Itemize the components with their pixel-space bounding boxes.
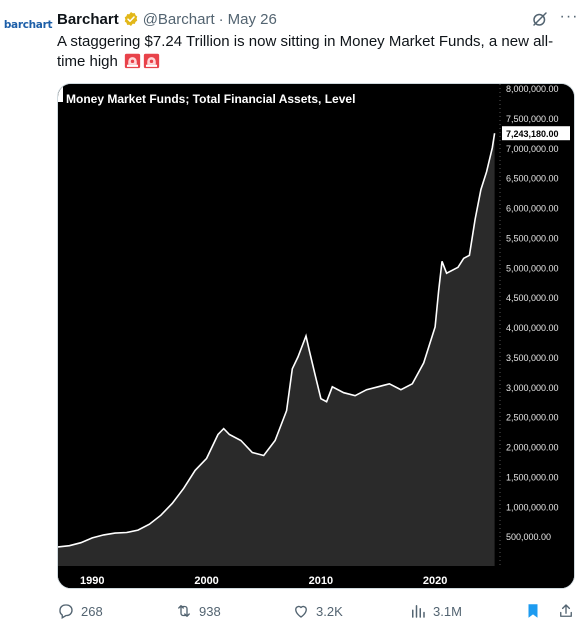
y-tick-label: 7,000,000.00: [506, 144, 559, 154]
series-line: [58, 133, 496, 548]
author-handle[interactable]: @Barchart: [142, 10, 215, 28]
chart-corner-mark: [58, 84, 63, 102]
like-button[interactable]: 3.2K: [292, 602, 343, 620]
y-tick-label: 6,500,000.00: [506, 174, 559, 184]
y-tick-label: 1,500,000.00: [506, 472, 559, 482]
separator-dot: ·: [218, 10, 224, 28]
chart-title: Money Market Funds; Total Financial Asse…: [66, 92, 355, 106]
last-value-tag: [502, 126, 570, 141]
rotating-light-icon: [124, 52, 141, 69]
share-button[interactable]: [557, 602, 581, 620]
views-icon: [412, 605, 425, 618]
tweet-actions: 268 938 3.2K 3.1M: [57, 600, 577, 622]
more-options-button[interactable]: ···: [559, 8, 579, 25]
y-tick-label: 7,500,000.00: [506, 114, 559, 124]
chart-image[interactable]: Money Market Funds; Total Financial Asse…: [57, 83, 575, 589]
tweet-body: A staggering $7.24 Trillion is now sitti…: [57, 32, 567, 72]
y-tick-label: 8,000,000.00: [506, 84, 559, 94]
y-tick-label: 5,500,000.00: [506, 233, 559, 243]
share-icon: [560, 604, 572, 617]
tweet-header: Barchart @Barchart · May 26: [57, 8, 575, 30]
tweet-date[interactable]: May 26: [227, 10, 277, 28]
x-axis-band: [58, 566, 574, 588]
x-tick-label: 2010: [309, 575, 333, 587]
y-tick-label: 2,500,000.00: [506, 413, 559, 423]
verified-badge-icon[interactable]: [123, 11, 139, 27]
series-area: [58, 133, 495, 566]
y-tick-label: 5,000,000.00: [506, 263, 559, 273]
chart-svg: Money Market Funds; Total Financial Asse…: [58, 84, 574, 588]
reply-icon: [59, 604, 73, 619]
repost-icon: [178, 605, 190, 617]
views-count: 3.1M: [433, 603, 462, 619]
x-tick-label: 2000: [194, 575, 218, 587]
y-tick-label: 4,000,000.00: [506, 323, 559, 333]
y-tick-label: 1,000,000.00: [506, 502, 559, 512]
y-tick-label: 2,000,000.00: [506, 443, 559, 453]
views-button[interactable]: 3.1M: [409, 602, 462, 620]
reply-count: 268: [81, 603, 103, 619]
avatar-logo-text: barchart: [3, 19, 53, 31]
repost-count: 938: [199, 603, 221, 619]
x-tick-label: 2020: [423, 575, 447, 587]
heart-icon: [295, 605, 307, 618]
like-count: 3.2K: [316, 603, 343, 619]
rotating-light-icon: [143, 52, 160, 69]
bookmark-icon: [528, 604, 538, 618]
last-value-label: 7,243,180.00: [506, 129, 559, 139]
y-tick-label: 4,500,000.00: [506, 293, 559, 303]
bookmark-button[interactable]: [524, 602, 548, 620]
avatar[interactable]: barchart: [3, 14, 53, 36]
tweet-text: A staggering $7.24 Trillion is now sitti…: [57, 33, 554, 70]
y-tick-label: 3,500,000.00: [506, 353, 559, 363]
grok-icon[interactable]: [531, 10, 549, 28]
y-tick-label: 6,000,000.00: [506, 204, 559, 214]
reply-button[interactable]: 268: [57, 602, 103, 620]
x-tick-label: 1990: [80, 575, 104, 587]
repost-button[interactable]: 938: [175, 602, 221, 620]
y-tick-label: 500,000.00: [506, 532, 551, 542]
y-tick-label: 3,000,000.00: [506, 383, 559, 393]
author-name[interactable]: Barchart: [57, 10, 119, 28]
